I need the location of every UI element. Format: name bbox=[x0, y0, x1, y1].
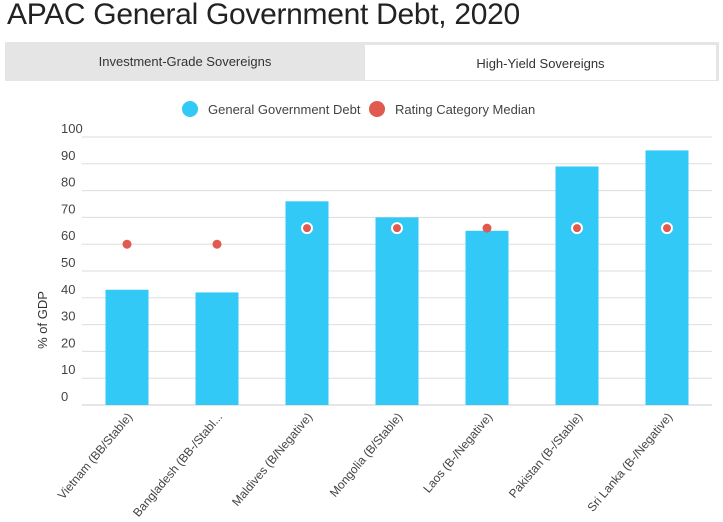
median-point bbox=[212, 239, 222, 249]
tab-bar: Investment-Grade Sovereigns High-Yield S… bbox=[5, 42, 719, 81]
bar bbox=[375, 217, 419, 405]
y-axis-title: % of GDP bbox=[35, 291, 50, 349]
tab-investment-grade[interactable]: Investment-Grade Sovereigns bbox=[5, 42, 365, 81]
y-tick-label: 80 bbox=[61, 175, 75, 190]
y-tick-label: 90 bbox=[61, 148, 75, 163]
legend-label-debt: General Government Debt bbox=[208, 102, 361, 117]
median-point bbox=[571, 222, 583, 235]
y-tick-label: 70 bbox=[61, 201, 75, 216]
y-tick-label: 10 bbox=[61, 362, 75, 377]
bar bbox=[285, 201, 329, 405]
median-point bbox=[122, 239, 132, 249]
x-tick-label: Bangladesh (BB-/Stabl... bbox=[130, 410, 225, 520]
bar bbox=[645, 150, 689, 405]
bar bbox=[465, 230, 509, 405]
x-tick-label: Vietnam (BB/Stable) bbox=[55, 410, 135, 502]
bar bbox=[195, 292, 239, 405]
y-tick-label: 40 bbox=[61, 282, 75, 297]
y-tick-label: 30 bbox=[61, 309, 75, 324]
x-tick-label: Maldives (B/Negative) bbox=[229, 410, 315, 509]
bar bbox=[555, 166, 599, 405]
bar bbox=[105, 289, 149, 405]
median-point bbox=[482, 223, 492, 233]
tab-bar-divider bbox=[5, 80, 719, 81]
legend-label-median: Rating Category Median bbox=[395, 102, 535, 117]
tab-high-yield[interactable]: High-Yield Sovereigns bbox=[365, 42, 719, 81]
y-tick-label: 0 bbox=[61, 389, 68, 404]
median-point bbox=[301, 222, 313, 235]
x-tick-label: Laos (B-/Negative) bbox=[420, 410, 495, 496]
legend-marker-debt bbox=[182, 101, 198, 117]
y-tick-label: 100 bbox=[61, 121, 83, 136]
median-point bbox=[661, 222, 673, 235]
median-point bbox=[391, 222, 403, 235]
y-tick-label: 50 bbox=[61, 255, 75, 270]
x-tick-label: Sri Lanka (B-/Negative) bbox=[584, 410, 675, 515]
y-tick-label: 20 bbox=[61, 335, 75, 350]
y-tick-label: 60 bbox=[61, 228, 75, 243]
x-tick-label: Pakistan (B-/Stable) bbox=[506, 410, 585, 501]
x-tick-label: Mongolia (B/Stable) bbox=[327, 410, 405, 500]
chart-title: APAC General Government Debt, 2020 bbox=[7, 0, 520, 31]
legend-marker-median bbox=[369, 101, 385, 117]
